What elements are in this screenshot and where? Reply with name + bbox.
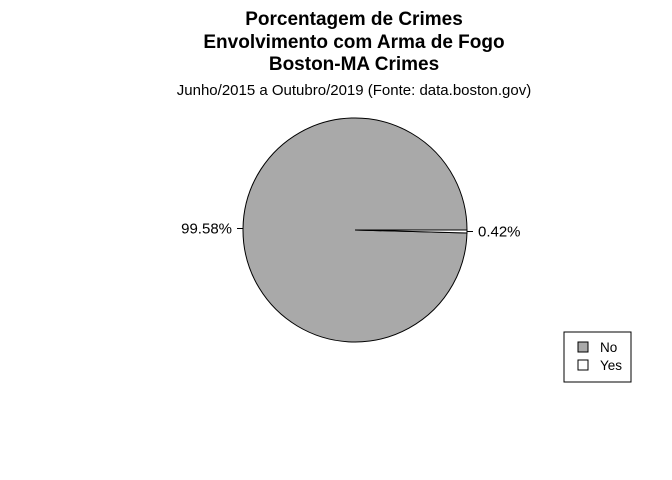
chart-title-line-1: Porcentagem de Crimes [245,9,463,30]
pie-slice-yes [354,229,468,234]
pie-label-yes: 0.42% [478,224,521,241]
chart-legend: No Yes [563,331,632,383]
legend-swatch-yes [577,359,589,371]
chart-subtitle: Junho/2015 a Outubro/2019 (Fonte: data.b… [177,82,531,99]
legend-label-yes: Yes [600,358,622,373]
pie-percentage-labels: 99.58% 0.42% [181,220,520,240]
chart-title-line-3: Boston-MA Crimes [269,54,439,75]
pie-slices [242,117,468,343]
pie-label-no: 99.58% [181,220,232,237]
legend-box [563,331,632,383]
legend-swatch-no [577,341,589,353]
legend-label-no: No [600,340,617,355]
chart-title-line-2: Envolvimento com Arma de Fogo [203,32,504,53]
